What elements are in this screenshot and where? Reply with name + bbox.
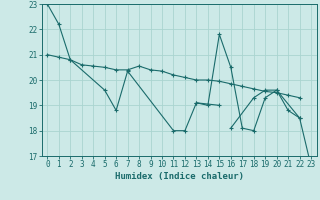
X-axis label: Humidex (Indice chaleur): Humidex (Indice chaleur) (115, 172, 244, 181)
